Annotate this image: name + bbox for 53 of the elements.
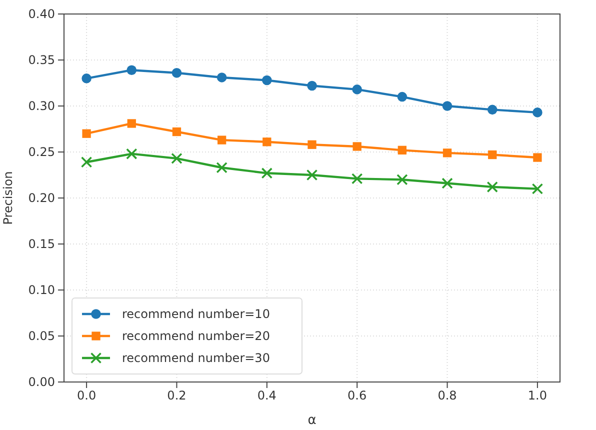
y-tick-label: 0.15: [28, 236, 55, 251]
x-tick-label: 0.4: [257, 388, 276, 403]
point: [442, 148, 452, 158]
y-tick-label: 0.10: [28, 282, 55, 297]
point: [262, 75, 272, 86]
y-tick-label: 0.35: [28, 52, 55, 67]
x-tick-label: 0.8: [438, 388, 457, 403]
x-tick-label: 0.2: [167, 388, 186, 403]
x-tick-label: 0.0: [77, 388, 96, 403]
point: [352, 142, 362, 151]
y-tick-label: 0.40: [28, 6, 55, 21]
y-tick-label: 0.00: [28, 374, 55, 389]
legend-label: recommend number=10: [122, 307, 270, 322]
point: [352, 84, 362, 94]
point: [398, 146, 407, 154]
point: [82, 74, 92, 84]
point: [261, 168, 273, 179]
point: [217, 136, 226, 144]
legend-label: recommend number=20: [122, 329, 270, 344]
point: [532, 183, 544, 194]
point: [396, 174, 408, 186]
y-tick-label: 0.25: [28, 144, 55, 159]
point: [172, 127, 182, 136]
point: [488, 150, 497, 160]
point: [262, 138, 272, 146]
point: [487, 104, 498, 115]
y-axis-title: Precision: [1, 171, 15, 225]
y-tick-label: 0.30: [28, 98, 55, 113]
point: [82, 129, 91, 138]
point: [532, 108, 542, 118]
y-tick-label: 0.05: [28, 328, 55, 343]
legend-label: recommend number=30: [122, 351, 270, 366]
point: [533, 153, 542, 162]
point: [126, 65, 137, 75]
point: [216, 72, 227, 82]
point: [80, 156, 92, 168]
point: [351, 173, 363, 184]
point: [486, 181, 498, 193]
point: [308, 140, 316, 149]
y-tick-label: 0.20: [28, 190, 55, 205]
point: [306, 169, 318, 181]
point: [171, 152, 182, 164]
point: [216, 162, 228, 174]
point: [397, 92, 408, 102]
point: [127, 119, 136, 128]
x-tick-label: 1.0: [528, 388, 547, 403]
x-axis-title: α: [308, 413, 316, 428]
point: [126, 148, 138, 160]
point: [172, 68, 182, 78]
point: [307, 80, 317, 91]
point: [442, 101, 452, 111]
point: [442, 178, 453, 189]
x-tick-label: 0.6: [348, 388, 367, 403]
